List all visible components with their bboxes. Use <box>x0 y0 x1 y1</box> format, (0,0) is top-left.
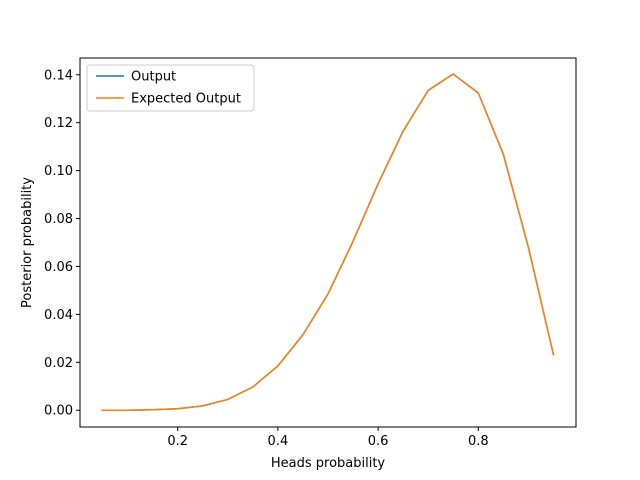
y-tick-label: 0.10 <box>44 164 73 179</box>
legend-box <box>86 64 255 112</box>
legend: Output Expected Output <box>86 64 255 112</box>
x-tick-label: 0.2 <box>167 434 188 449</box>
y-tick-label: 0.02 <box>44 356 73 371</box>
x-axis-label: Heads probability <box>271 456 386 471</box>
legend-label-expected-output: Expected Output <box>131 92 241 107</box>
x-tick-label: 0.6 <box>368 434 389 449</box>
y-tick-label: 0.04 <box>44 308 73 323</box>
y-tick-label: 0.00 <box>44 404 73 419</box>
x-tick-label: 0.4 <box>268 434 289 449</box>
y-tick-label: 0.14 <box>44 68 73 83</box>
y-tick-label: 0.08 <box>44 212 73 227</box>
series-layer <box>101 73 555 411</box>
x-tick-label: 0.8 <box>468 434 489 449</box>
y-tick-label: 0.12 <box>44 116 73 131</box>
series-line-expected-output <box>101 73 555 411</box>
plot-frame <box>79 57 577 428</box>
y-axis-label: Posterior probability <box>20 177 35 308</box>
series-line-output <box>101 73 555 411</box>
x-axis-ticks: 0.2 0.4 0.6 0.8 <box>167 427 489 449</box>
y-axis-ticks: 0.00 0.02 0.04 0.06 0.08 0.10 0.12 0.14 <box>44 68 80 419</box>
y-tick-label: 0.06 <box>44 260 73 275</box>
legend-label-output: Output <box>131 70 176 85</box>
